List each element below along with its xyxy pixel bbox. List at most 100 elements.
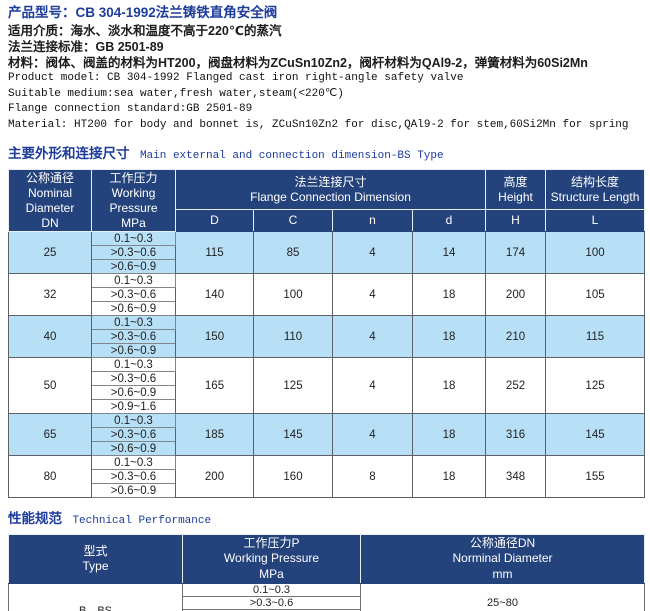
main-section-title-cn: 主要外形和连接尺寸	[8, 146, 130, 161]
cell-d: 18	[411, 357, 487, 414]
cell-C: 100	[253, 273, 333, 316]
table-row: >0.6~0.9	[9, 343, 645, 358]
cell-pressure: 0.1~0.3	[91, 455, 176, 470]
table-row-dn50: 50 0.1~0.3 165 125 4 18 252 125	[8, 357, 646, 414]
cell-n: 4	[332, 315, 413, 358]
cell-dn: 32	[8, 273, 92, 316]
header-text: Height	[498, 189, 533, 204]
cell-d: 18	[411, 273, 487, 316]
table-row: >0.3~0.6	[9, 329, 645, 344]
header-text: 工作压力P	[243, 535, 300, 550]
header-text: Norminal Diameter	[452, 551, 553, 566]
cell-pressure: >0.6~0.9	[91, 385, 176, 400]
col-header-working-pressure: 工作压力 Working Pressure MPa	[91, 169, 176, 232]
cell-pressure: >0.3~0.6	[182, 596, 361, 610]
main-section-heading: 主要外形和连接尺寸 Main external and connection d…	[8, 142, 644, 163]
header-text: 型式	[83, 543, 108, 558]
cell-pressure: >0.6~0.9	[91, 343, 176, 358]
header-text: MPa	[121, 215, 146, 230]
main-dimension-table: 公称通径 Nominal Diameter DN 工作压力 Working Pr…	[8, 169, 646, 498]
table-row: >0.9~1.6	[9, 399, 645, 414]
header-text: 公称通径DN	[469, 535, 536, 550]
cell-L: 155	[545, 455, 646, 498]
cell-pressure: >0.3~0.6	[91, 329, 176, 344]
cell-D: 140	[175, 273, 254, 316]
cell-pressure: >0.3~0.6	[91, 427, 176, 442]
cell-H: 210	[485, 315, 547, 358]
cell-H: 348	[485, 455, 547, 498]
col-header-height: 高度 Height	[485, 169, 547, 210]
col-header-d: d	[411, 209, 487, 232]
header-text: Type	[82, 559, 109, 573]
cell-H: 200	[485, 273, 547, 316]
header-text: 结构长度	[571, 174, 620, 189]
perf-section-title-en: Technical Performance	[72, 515, 212, 527]
perf-header-row: 型式 Type 工作压力P Working Pressure MPa 公称通径D…	[8, 534, 645, 584]
cell-H: 174	[485, 231, 547, 274]
cell-pressure: 0.1~0.3	[182, 583, 361, 597]
info-line-material-cn: 材料：阀体、阀盖的材料为HT200，阀盘材料为ZCuSn10Zn2，阀杆材料为Q…	[8, 56, 588, 70]
perf-section-heading: 性能规范 Technical Performance	[8, 507, 644, 528]
cell-C: 145	[253, 413, 333, 456]
cell-pressure: 0.1~0.3	[91, 231, 176, 246]
cell-L: 125	[545, 357, 646, 414]
col-header-flange-connection: 法兰连接尺寸 Flange Connection Dimension	[174, 169, 487, 210]
cell-d: 18	[411, 413, 487, 456]
header-text: Working	[111, 185, 156, 200]
col-header-type: 型式 Type	[8, 534, 183, 584]
cell-dn: 25	[8, 231, 92, 274]
info-line-model-en: Product model: CB 304-1992 Flanged cast …	[8, 72, 464, 84]
cell-H: 316	[485, 413, 547, 456]
header-text: Working Pressure	[223, 551, 320, 566]
cell-dn: 40	[8, 315, 92, 358]
header-text: 工作压力	[109, 170, 158, 185]
col-header-H: H	[485, 209, 547, 232]
cell-L: 100	[545, 231, 646, 274]
cell-n: 8	[332, 455, 413, 498]
cell-L: 115	[545, 315, 646, 358]
cell-pressure: >0.3~0.6	[91, 371, 176, 386]
header-text: 高度	[503, 174, 528, 189]
table-row: >0.6~0.9	[9, 483, 645, 498]
cell-pressure: >0.9~1.6	[91, 399, 176, 414]
cell-D: 165	[175, 357, 254, 414]
cell-D: 115	[175, 231, 254, 274]
table-row: >0.3~0.6	[9, 427, 645, 442]
cell-C: 85	[253, 231, 333, 274]
table-row-dn25: 25 0.1~0.3 115 85 4 14 174 100	[8, 231, 646, 274]
table-row-dn80: 80 0.1~0.3 200 160 8 18 348 155	[8, 455, 646, 498]
cell-pressure: >0.3~0.6	[91, 469, 176, 484]
cell-pressure: 0.1~0.3	[91, 357, 176, 372]
cell-pressure: >0.3~0.6	[91, 287, 176, 302]
performance-table: 型式 Type 工作压力P Working Pressure MPa 公称通径D…	[8, 534, 645, 611]
cell-pressure: >0.6~0.9	[91, 483, 176, 498]
header-text: mm	[492, 566, 513, 581]
table-row-dn32: 32 0.1~0.3 140 100 4 18 200 105	[8, 273, 646, 316]
cell-dn: 65	[8, 413, 92, 456]
cell-d: 18	[411, 455, 487, 498]
main-header-row-top: 公称通径 Nominal Diameter DN 工作压力 Working Pr…	[8, 169, 646, 232]
page-title: 产品型号：CB 304-1992法兰铸铁直角安全阀	[8, 5, 278, 20]
cell-D: 185	[175, 413, 254, 456]
product-info-block: 产品型号：CB 304-1992法兰铸铁直角安全阀 适用介质：海水、淡水和温度不…	[8, 4, 644, 133]
cell-pressure: 0.1~0.3	[91, 315, 176, 330]
header-text: Diameter	[25, 200, 75, 215]
header-text: DN	[41, 215, 59, 230]
info-line-medium-en: Suitable medium:sea water,fresh water,st…	[8, 87, 344, 100]
cell-pressure: 0.1~0.3	[91, 413, 176, 428]
header-text: Nominal	[27, 185, 72, 200]
cell-pressure: >0.6~0.9	[91, 441, 176, 456]
col-header-working-pressure: 工作压力P Working Pressure MPa	[182, 534, 361, 584]
perf-section-title-cn: 性能规范	[8, 511, 62, 526]
col-header-D: D	[175, 209, 254, 232]
table-row-dn65: 65 0.1~0.3 185 145 4 18 316 145	[8, 413, 646, 456]
cell-n: 4	[332, 273, 413, 316]
info-line-flange-cn: 法兰连接标准：GB 2501-89	[8, 40, 164, 54]
col-header-structure-length: 结构长度 Structure Length	[545, 169, 646, 210]
info-line-medium-cn: 适用介质：海水、淡水和温度不高于220℃的蒸汽	[8, 24, 282, 38]
table-row-dn40: 40 0.1~0.3 150 110 4 18 210 115	[8, 315, 646, 358]
cell-dn: 80	[8, 455, 92, 498]
cell-dn-range: 25~80	[360, 583, 645, 611]
cell-pressure: 0.1~0.3	[91, 273, 176, 288]
